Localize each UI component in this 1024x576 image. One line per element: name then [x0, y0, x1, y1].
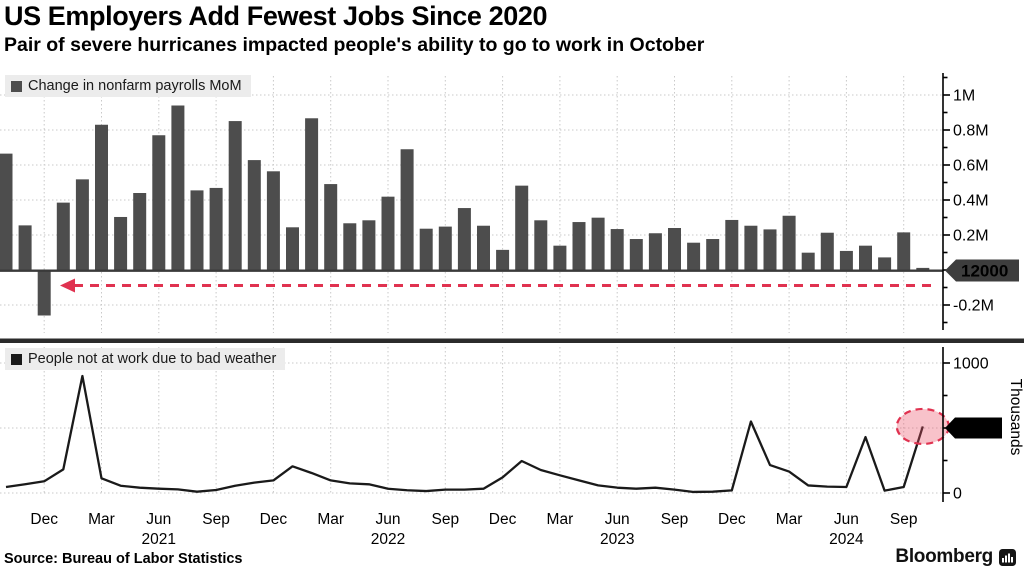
payroll-bar [687, 242, 701, 270]
y-axis-label-top: 0.4M [953, 193, 989, 210]
x-axis-month-label: Sep [661, 511, 689, 528]
source-note: Source: Bureau of Labor Statistics [4, 551, 243, 567]
payroll-bar [629, 239, 643, 270]
payroll-bar [496, 249, 510, 270]
weather-value-badge [945, 417, 1002, 439]
weather-legend-swatch-icon [11, 353, 22, 365]
payroll-bar [343, 223, 357, 270]
payroll-bar [75, 179, 89, 270]
payroll-bar [744, 225, 758, 270]
x-axis-month-label: Mar [776, 511, 803, 528]
payroll-bar [56, 202, 70, 270]
x-axis-month-label: Mar [547, 511, 574, 528]
bloomberg-logo: Bloomberg [895, 546, 1016, 568]
panel-separator [0, 338, 1024, 343]
legend-weather-label: People not at work due to bad weather [28, 351, 277, 367]
x-axis-year-label: 2024 [829, 531, 864, 548]
y-axis-label-top: 0.6M [953, 158, 989, 175]
payroll-bar [725, 219, 739, 270]
x-axis-month-label: Jun [146, 511, 171, 528]
x-axis-month-label: Sep [202, 511, 230, 528]
payroll-bar [572, 222, 586, 270]
payroll-bar [190, 190, 204, 270]
x-axis-month-label: Jun [834, 511, 859, 528]
weather-value-badge-label: 512 [960, 420, 988, 438]
payroll-bar [878, 257, 892, 270]
payroll-bar [591, 217, 605, 270]
payroll-bar [820, 232, 834, 270]
payrolls-value-badge [945, 259, 1019, 282]
y-axis-label-top: 0.2M [953, 228, 989, 245]
payrolls-legend-swatch-icon [11, 80, 22, 92]
bloomberg-wordmark: Bloomberg [895, 546, 993, 567]
payroll-bar [763, 229, 777, 270]
x-axis-month-label: Sep [890, 511, 918, 528]
payroll-bar [247, 160, 261, 270]
y-axis-label-top: 1M [953, 88, 975, 105]
payroll-bar [37, 270, 51, 316]
payroll-bar [668, 228, 681, 270]
payroll-bar [114, 216, 128, 270]
weather-line [5, 374, 924, 494]
payroll-bar [916, 267, 930, 270]
payroll-bar [133, 193, 147, 270]
payroll-bar [897, 232, 911, 270]
payroll-bar [209, 187, 223, 270]
bloomberg-terminal-icon [999, 548, 1016, 566]
payroll-bar [457, 208, 471, 270]
payroll-bar [553, 245, 567, 270]
payroll-bar [266, 171, 280, 270]
weather-highlight-ellipse [895, 407, 950, 446]
payroll-bar [18, 225, 32, 270]
x-axis-year-label: 2022 [371, 531, 405, 548]
payroll-bar [286, 227, 299, 270]
x-axis-month-label: Jun [605, 511, 630, 528]
payroll-bar [782, 215, 796, 270]
x-axis-month-label: Jun [376, 511, 401, 528]
payroll-bar [648, 233, 662, 270]
payroll-bar [610, 229, 624, 270]
y-axis-label-top: -0.2M [953, 298, 994, 315]
payrolls-value-badge-label: 12000 [961, 262, 1008, 281]
payroll-bar [801, 252, 815, 270]
payroll-bar [95, 124, 108, 270]
x-axis-month-label: Dec [30, 511, 58, 528]
payroll-bar [171, 105, 185, 270]
legend-weather: People not at work due to bad weather [5, 348, 286, 370]
payroll-bar [152, 135, 166, 270]
x-axis-month-label: Dec [489, 511, 517, 528]
payroll-bar [228, 121, 242, 270]
x-axis-year-label: 2023 [600, 531, 634, 548]
payroll-bar [438, 226, 452, 270]
page-subtitle: Pair of severe hurricanes impacted peopl… [4, 34, 705, 56]
payroll-bar [706, 239, 720, 270]
page-title: US Employers Add Fewest Jobs Since 2020 [4, 1, 548, 31]
y-axis-label-top: 0.8M [953, 123, 989, 140]
payroll-bar [400, 149, 414, 270]
x-axis-month-label: Mar [88, 511, 115, 528]
legend-payrolls-label: Change in nonfarm payrolls MoM [28, 78, 242, 94]
payroll-bar [324, 184, 338, 270]
payroll-bar [515, 185, 529, 270]
y-axis-label-bottom: 0 [953, 486, 962, 503]
legend-payrolls: Change in nonfarm payrolls MoM [5, 75, 251, 97]
x-axis-month-label: Sep [432, 511, 460, 528]
payroll-bar [477, 225, 490, 270]
payroll-bar [362, 220, 376, 270]
payroll-bar [381, 196, 395, 270]
payroll-bar [0, 153, 13, 270]
payroll-bar [534, 220, 548, 270]
x-axis-year-label: 2021 [142, 531, 176, 548]
annotation-arrowhead-icon [60, 278, 75, 293]
y-axis-unit-label: Thousands [1007, 379, 1024, 456]
x-axis-month-label: Mar [317, 511, 344, 528]
payroll-bar [419, 228, 433, 270]
x-axis-month-label: Dec [260, 511, 288, 528]
payroll-bar [305, 118, 319, 271]
payroll-bar [839, 250, 853, 270]
payroll-bar [859, 245, 872, 270]
y-axis-label-bottom: 1000 [953, 356, 989, 373]
x-axis-month-label: Dec [718, 511, 746, 528]
